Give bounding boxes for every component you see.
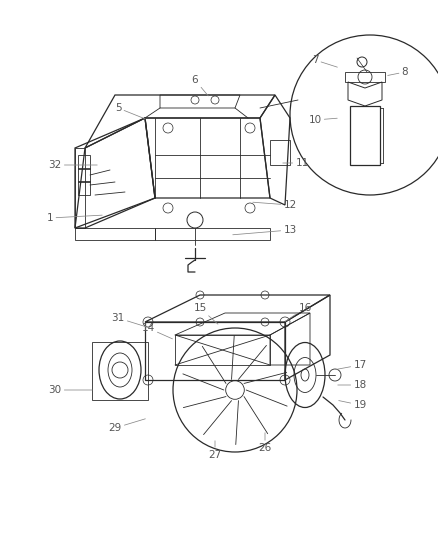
Text: 15: 15 xyxy=(193,303,218,324)
Text: 17: 17 xyxy=(336,360,367,370)
Text: 14: 14 xyxy=(141,323,173,339)
Text: 12: 12 xyxy=(253,200,297,210)
Text: 1: 1 xyxy=(47,213,102,223)
Text: 13: 13 xyxy=(233,225,297,235)
Text: 8: 8 xyxy=(388,67,408,77)
Text: 18: 18 xyxy=(338,380,367,390)
Text: 16: 16 xyxy=(285,303,311,321)
Text: 6: 6 xyxy=(192,75,208,96)
Text: 7: 7 xyxy=(312,55,337,67)
Text: 5: 5 xyxy=(115,103,145,119)
Text: 11: 11 xyxy=(283,158,309,168)
Text: 30: 30 xyxy=(49,385,92,395)
Text: 32: 32 xyxy=(48,160,97,170)
Text: 19: 19 xyxy=(339,400,367,410)
Text: 26: 26 xyxy=(258,433,272,453)
Text: 31: 31 xyxy=(111,313,147,327)
Text: 29: 29 xyxy=(108,419,145,433)
Text: 10: 10 xyxy=(308,115,337,125)
Text: 27: 27 xyxy=(208,441,222,460)
